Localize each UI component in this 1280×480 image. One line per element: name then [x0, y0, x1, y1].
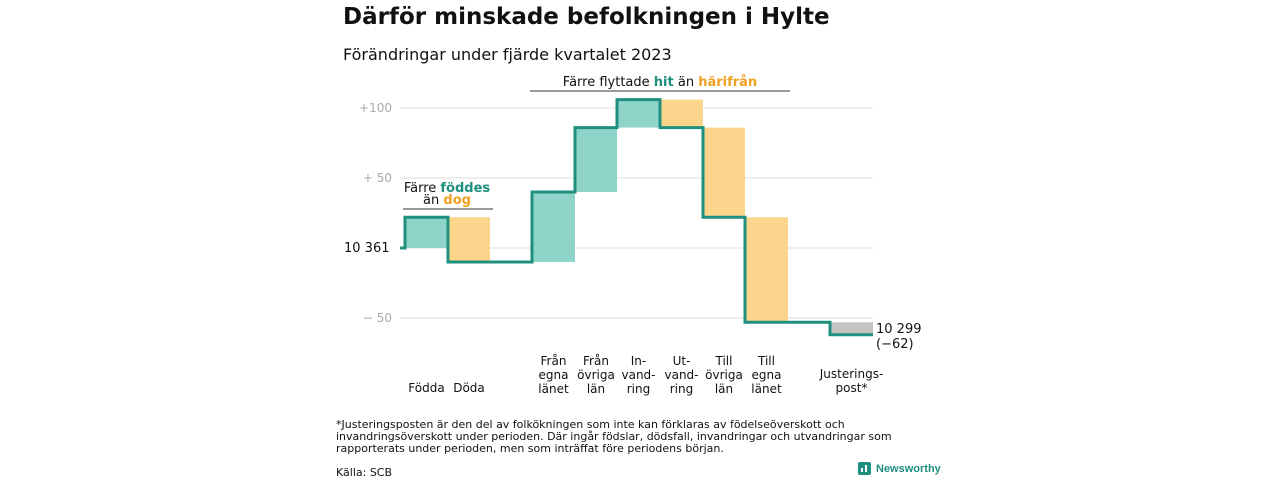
category-label: ring	[670, 382, 694, 396]
y-tick-label: + 50	[363, 171, 392, 185]
waterfall-bar	[532, 192, 575, 262]
y-tick-label: − 50	[363, 311, 392, 325]
annotation-highlight: härifrån	[698, 75, 757, 90]
brand-logo: Newsworthy	[858, 462, 941, 475]
waterfall-bar	[745, 217, 788, 323]
category-label: län	[715, 382, 733, 396]
source-label: Källa: SCB	[336, 466, 393, 479]
category-label: Till	[757, 354, 775, 368]
category-label: övriga	[577, 368, 615, 382]
category-label: länet	[538, 382, 569, 396]
annotation-text: än	[423, 193, 443, 208]
category-label: Från	[583, 354, 609, 368]
category-label: In-	[631, 354, 646, 368]
annotation-migration: Färre flyttade hit än härifrån	[563, 75, 757, 90]
category-label: Döda	[453, 381, 485, 395]
category-label: län	[587, 382, 605, 396]
waterfall-bar	[575, 127, 617, 192]
category-label: Till	[715, 354, 733, 368]
footnote: *Justeringsposten är den del av folkökni…	[336, 418, 892, 455]
category-label: egna	[752, 368, 782, 382]
annotation-births-line2: än dog	[423, 193, 471, 208]
annotation-births-line1: Färre föddes	[404, 181, 491, 196]
chart-title: Därför minskade befolkningen i Hylte	[343, 4, 830, 30]
waterfall-bar	[703, 127, 745, 218]
category-label: Justerings-	[819, 367, 884, 381]
waterfall-bar	[617, 99, 660, 128]
cumulative-line	[400, 98, 873, 337]
waterfall-bar	[660, 99, 703, 128]
annotation-highlight-died: dog	[443, 193, 471, 208]
y-tick-label: +100	[359, 101, 392, 115]
waterfall-bar	[830, 322, 873, 335]
start-value-label: 10 361	[344, 241, 390, 256]
category-label: länet	[751, 382, 782, 396]
annotation-text: Färre	[404, 181, 441, 196]
brand-name: Newsworthy	[876, 462, 941, 475]
annotation-text: än	[674, 75, 698, 90]
category-label: övriga	[705, 368, 743, 382]
annotation-highlight: hit	[654, 75, 674, 90]
waterfall-bar	[448, 217, 490, 262]
annotation-highlight-born: föddes	[440, 181, 490, 196]
waterfall-bar	[405, 217, 448, 248]
category-label: egna	[539, 368, 569, 382]
category-label: vand-	[621, 368, 655, 382]
chart-subtitle: Förändringar under fjärde kvartalet 2023	[343, 45, 672, 64]
newsworthy-logo-icon	[858, 462, 871, 475]
annotation-text: Färre flyttade	[563, 75, 654, 90]
category-label: Födda	[408, 381, 444, 395]
category-label: Från	[541, 354, 567, 368]
end-change-label: (−62)	[876, 337, 914, 352]
category-label: Ut-	[673, 354, 691, 368]
category-label: vand-	[664, 368, 698, 382]
category-label: ring	[627, 382, 651, 396]
end-value-label: 10 299	[876, 322, 922, 337]
category-label: post*	[836, 381, 868, 395]
